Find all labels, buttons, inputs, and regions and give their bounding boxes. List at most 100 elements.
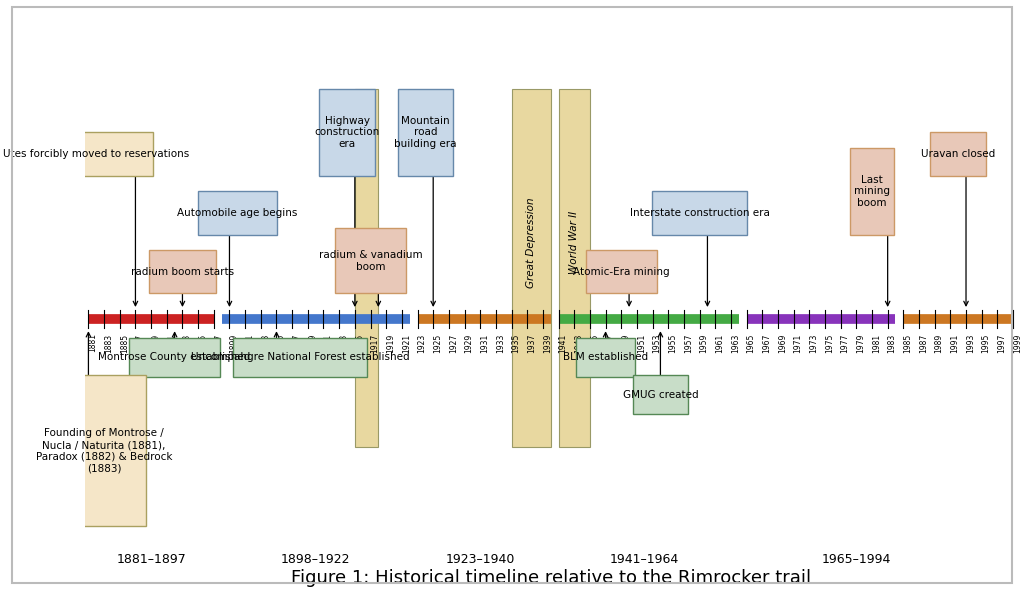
FancyBboxPatch shape xyxy=(319,89,375,176)
Text: 1903: 1903 xyxy=(261,333,269,353)
FancyBboxPatch shape xyxy=(397,89,454,176)
Text: 1917: 1917 xyxy=(371,333,380,353)
Text: 1881–1897: 1881–1897 xyxy=(117,553,186,566)
Text: Figure 1: Historical timeline relative to the Rimrocker trail: Figure 1: Historical timeline relative t… xyxy=(291,569,811,587)
Text: 1933: 1933 xyxy=(496,333,505,353)
Text: 1923: 1923 xyxy=(418,333,427,353)
Text: 1945: 1945 xyxy=(590,333,599,353)
Text: 1883: 1883 xyxy=(104,333,113,353)
Text: 1961: 1961 xyxy=(716,333,724,353)
Text: 1925: 1925 xyxy=(433,333,442,353)
Text: 1889: 1889 xyxy=(152,333,160,353)
Text: 1907: 1907 xyxy=(292,333,301,353)
Text: Uravan closed: Uravan closed xyxy=(921,149,995,159)
FancyBboxPatch shape xyxy=(931,132,986,176)
FancyBboxPatch shape xyxy=(39,132,154,176)
FancyBboxPatch shape xyxy=(198,191,276,235)
Text: 1957: 1957 xyxy=(684,333,693,353)
Text: Interstate construction era: Interstate construction era xyxy=(630,208,770,218)
Text: World War II: World War II xyxy=(569,211,580,274)
Text: 1941: 1941 xyxy=(558,333,567,353)
Text: 1979: 1979 xyxy=(856,333,865,353)
Text: 1921: 1921 xyxy=(401,333,411,353)
Text: 1987: 1987 xyxy=(919,333,928,353)
Text: Atomic-Era mining: Atomic-Era mining xyxy=(573,267,670,277)
Text: 1897: 1897 xyxy=(214,333,223,353)
Text: 1915: 1915 xyxy=(355,333,364,353)
Text: 1923–1940: 1923–1940 xyxy=(445,553,515,566)
Text: 1989: 1989 xyxy=(935,333,944,353)
Text: 1965: 1965 xyxy=(746,333,756,353)
Text: 1935: 1935 xyxy=(512,333,520,353)
Bar xyxy=(355,88,378,447)
Text: 1975: 1975 xyxy=(825,333,834,353)
Text: 1891: 1891 xyxy=(167,333,176,353)
FancyBboxPatch shape xyxy=(575,338,635,376)
Text: 1985: 1985 xyxy=(903,333,912,353)
Text: 1905: 1905 xyxy=(276,333,286,353)
Text: 1885: 1885 xyxy=(120,333,129,353)
Text: Mountain
road
building era: Mountain road building era xyxy=(394,116,457,149)
Text: Founding of Montrose /
Nucla / Naturita (1881),
Paradox (1882) & Bedrock
(1883): Founding of Montrose / Nucla / Naturita … xyxy=(36,428,172,473)
Text: 1967: 1967 xyxy=(762,333,771,353)
Text: BLM established: BLM established xyxy=(563,352,648,362)
Text: 1993: 1993 xyxy=(966,333,975,353)
Text: 1901: 1901 xyxy=(245,333,254,353)
Text: 1929: 1929 xyxy=(465,333,473,353)
Text: Montrose County established: Montrose County established xyxy=(98,352,251,362)
Text: GMUG created: GMUG created xyxy=(623,390,698,399)
FancyBboxPatch shape xyxy=(586,250,657,293)
Text: 1893: 1893 xyxy=(182,333,191,353)
Text: 1911: 1911 xyxy=(324,333,333,353)
FancyBboxPatch shape xyxy=(129,338,220,376)
FancyBboxPatch shape xyxy=(652,191,748,235)
Text: Uncompahgre National Forest established: Uncompahgre National Forest established xyxy=(190,352,410,362)
Text: Great Depression: Great Depression xyxy=(526,197,537,287)
Text: 1965–1994: 1965–1994 xyxy=(821,553,891,566)
Text: 1959: 1959 xyxy=(699,333,709,353)
Text: Utes forcibly moved to reservations: Utes forcibly moved to reservations xyxy=(3,149,189,159)
Text: Automobile age begins: Automobile age begins xyxy=(177,208,298,218)
Text: 1981: 1981 xyxy=(872,333,881,353)
Text: 1895: 1895 xyxy=(198,333,207,353)
Text: 1927: 1927 xyxy=(449,333,458,353)
Text: 1955: 1955 xyxy=(669,333,677,353)
FancyBboxPatch shape xyxy=(335,228,407,293)
Text: 1941–1964: 1941–1964 xyxy=(610,553,679,566)
Text: 1939: 1939 xyxy=(543,333,552,353)
FancyBboxPatch shape xyxy=(633,375,688,414)
Text: 1909: 1909 xyxy=(308,333,316,353)
Text: 1991: 1991 xyxy=(950,333,959,353)
Text: 1937: 1937 xyxy=(527,333,537,353)
Text: Highway
construction
era: Highway construction era xyxy=(314,116,380,149)
Text: 1997: 1997 xyxy=(997,333,1007,353)
Text: 1969: 1969 xyxy=(778,333,787,353)
Text: 1963: 1963 xyxy=(731,333,740,353)
Text: 1953: 1953 xyxy=(652,333,662,353)
Text: 1899: 1899 xyxy=(229,333,239,353)
Text: 1973: 1973 xyxy=(809,333,818,353)
FancyBboxPatch shape xyxy=(148,250,216,293)
Text: 1898–1922: 1898–1922 xyxy=(281,553,350,566)
Text: 1977: 1977 xyxy=(841,333,850,353)
Text: 1971: 1971 xyxy=(794,333,803,353)
Text: radium & vanadium
boom: radium & vanadium boom xyxy=(318,250,422,272)
FancyBboxPatch shape xyxy=(850,148,894,235)
Text: radium boom starts: radium boom starts xyxy=(131,267,234,277)
Text: 1887: 1887 xyxy=(135,333,144,353)
FancyBboxPatch shape xyxy=(62,375,145,526)
Text: 1881: 1881 xyxy=(88,333,97,352)
Text: 1949: 1949 xyxy=(622,333,630,353)
Text: 1947: 1947 xyxy=(605,333,614,353)
Text: Last
mining
boom: Last mining boom xyxy=(854,175,890,208)
Bar xyxy=(512,88,551,447)
Text: 1931: 1931 xyxy=(480,333,489,353)
Text: 1951: 1951 xyxy=(637,333,646,353)
Text: 1919: 1919 xyxy=(386,333,395,353)
Text: 1983: 1983 xyxy=(888,333,897,353)
Text: WW I: WW I xyxy=(361,229,372,255)
Text: 1999: 1999 xyxy=(1013,333,1022,353)
Bar xyxy=(558,88,590,447)
FancyBboxPatch shape xyxy=(233,338,367,376)
Text: 1913: 1913 xyxy=(339,333,348,353)
